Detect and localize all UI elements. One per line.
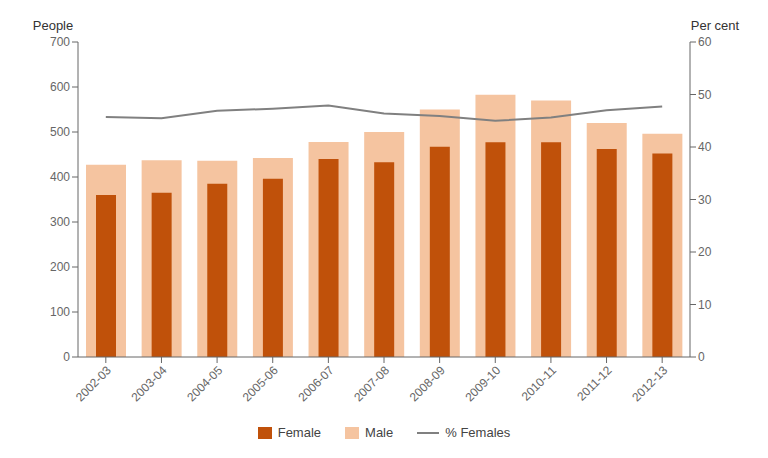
- svg-text:2007-08: 2007-08: [351, 363, 392, 404]
- svg-text:2010-11: 2010-11: [519, 363, 560, 404]
- svg-text:2004-05: 2004-05: [184, 363, 225, 404]
- svg-text:60: 60: [698, 35, 712, 49]
- svg-text:500: 500: [50, 125, 70, 139]
- svg-text:100: 100: [50, 305, 70, 319]
- svg-text:2009-10: 2009-10: [462, 363, 503, 404]
- svg-text:People: People: [33, 18, 73, 33]
- svg-text:2003-04: 2003-04: [129, 363, 170, 404]
- svg-text:600: 600: [50, 80, 70, 94]
- svg-text:700: 700: [50, 35, 70, 49]
- svg-text:2008-09: 2008-09: [407, 363, 448, 404]
- svg-text:50: 50: [698, 88, 712, 102]
- svg-text:2011-12: 2011-12: [574, 363, 615, 404]
- svg-text:300: 300: [50, 215, 70, 229]
- svg-text:Per cent: Per cent: [691, 18, 740, 33]
- svg-text:40: 40: [698, 140, 712, 154]
- svg-text:2005-06: 2005-06: [240, 363, 281, 404]
- svg-text:0: 0: [698, 350, 705, 364]
- svg-text:30: 30: [698, 193, 712, 207]
- svg-text:200: 200: [50, 260, 70, 274]
- svg-text:2006-07: 2006-07: [295, 363, 336, 404]
- svg-text:0: 0: [63, 350, 70, 364]
- svg-text:2012-13: 2012-13: [629, 363, 670, 404]
- svg-text:400: 400: [50, 170, 70, 184]
- html-text:% Females: % Females: [445, 425, 511, 440]
- svg-text:2002-03: 2002-03: [73, 363, 114, 404]
- html-text:Male: Male: [365, 425, 394, 440]
- svg-text:20: 20: [698, 245, 712, 259]
- svg-text:10: 10: [698, 298, 712, 312]
- html-text:Female: Female: [277, 425, 322, 440]
